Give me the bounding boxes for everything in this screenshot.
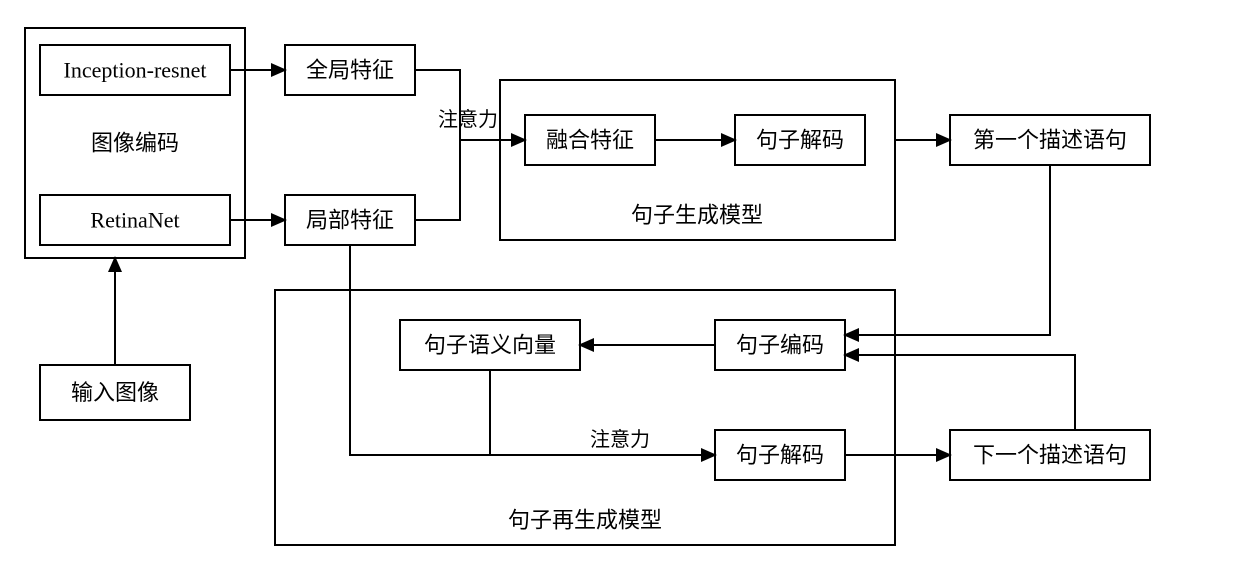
node-input-image-label: 输入图像 <box>71 380 159 405</box>
node-fused-feat-label: 融合特征 <box>546 128 634 153</box>
node-inception-label: Inception-resnet <box>64 58 207 83</box>
node-encode2: 句子编码 <box>715 320 845 370</box>
node-global-feat: 全局特征 <box>285 45 415 95</box>
edge-10 <box>845 165 1050 335</box>
node-global-feat-label: 全局特征 <box>306 58 394 83</box>
node-input-image: 输入图像 <box>40 365 190 420</box>
group-sentence-regen-label: 句子再生成模型 <box>508 508 662 533</box>
node-sent-vec-label: 句子语义向量 <box>424 333 556 358</box>
edge-4 <box>415 140 460 220</box>
node-decode1: 句子解码 <box>735 115 865 165</box>
edge-11 <box>845 355 1075 430</box>
node-next-sent-label: 下一个描述语句 <box>973 443 1127 468</box>
node-first-sent: 第一个描述语句 <box>950 115 1150 165</box>
edge-label-3: 注意力 <box>438 108 498 131</box>
group-sentence-gen-label: 句子生成模型 <box>631 203 763 228</box>
node-decode2-label: 句子解码 <box>736 443 824 468</box>
node-encode2-label: 句子编码 <box>736 333 824 358</box>
node-sent-vec: 句子语义向量 <box>400 320 580 370</box>
node-local-feat: 局部特征 <box>285 195 415 245</box>
node-local-feat-label: 局部特征 <box>306 208 394 233</box>
node-first-sent-label: 第一个描述语句 <box>973 128 1127 153</box>
node-decode2: 句子解码 <box>715 430 845 480</box>
node-decode1-label: 句子解码 <box>756 128 844 153</box>
node-fused-feat: 融合特征 <box>525 115 655 165</box>
node-inception: Inception-resnet <box>40 45 230 95</box>
group-image-encoding-label: 图像编码 <box>91 131 179 156</box>
edge-label-7: 注意力 <box>590 428 650 451</box>
node-retinanet-label: RetinaNet <box>90 208 179 233</box>
node-retinanet: RetinaNet <box>40 195 230 245</box>
node-next-sent: 下一个描述语句 <box>950 430 1150 480</box>
diagram-canvas: 图像编码 句子生成模型 句子再生成模型 Inception-resnet Ret… <box>0 0 1240 585</box>
